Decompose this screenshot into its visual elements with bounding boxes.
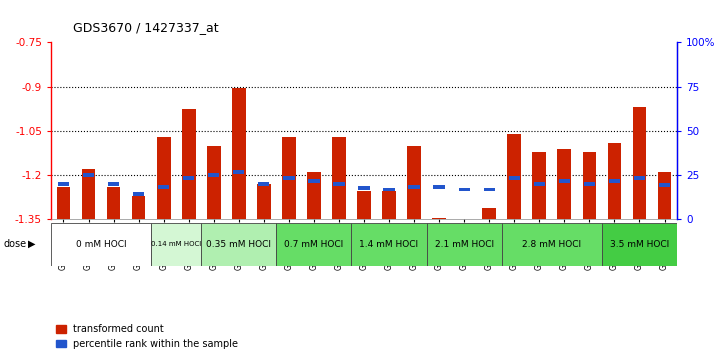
Text: 0.35 mM HOCl: 0.35 mM HOCl (206, 240, 272, 249)
Bar (201, 223, 277, 266)
Text: 0.7 mM HOCl: 0.7 mM HOCl (285, 240, 344, 249)
Bar (582, 152, 596, 219)
Bar (502, 223, 602, 266)
Bar (352, 223, 427, 266)
Bar (257, 184, 271, 219)
Bar (609, 179, 620, 183)
Bar (433, 185, 445, 188)
Bar (57, 187, 71, 219)
Bar (584, 182, 595, 185)
Bar (459, 188, 470, 192)
Bar (183, 176, 194, 179)
Bar (659, 183, 670, 187)
Bar (133, 192, 144, 196)
Bar (233, 170, 245, 174)
Bar (332, 137, 346, 219)
Bar (151, 223, 201, 266)
Bar (407, 146, 421, 219)
Bar (358, 187, 370, 190)
Bar (634, 176, 645, 179)
Bar (307, 172, 321, 219)
Bar (657, 172, 671, 219)
Bar (208, 173, 219, 177)
Bar (483, 188, 495, 192)
Text: 1.4 mM HOCl: 1.4 mM HOCl (360, 240, 419, 249)
Legend: transformed count, percentile rank within the sample: transformed count, percentile rank withi… (56, 324, 238, 349)
Bar (509, 176, 520, 179)
Text: ▶: ▶ (28, 239, 35, 249)
Bar (207, 146, 221, 219)
Text: GDS3670 / 1427337_at: GDS3670 / 1427337_at (73, 21, 218, 34)
Bar (157, 137, 170, 219)
Bar (258, 182, 269, 185)
Bar (277, 223, 352, 266)
Bar (432, 218, 446, 219)
Text: 2.1 mM HOCl: 2.1 mM HOCl (435, 240, 494, 249)
Bar (308, 179, 320, 183)
Bar (457, 219, 471, 222)
Bar (558, 149, 571, 219)
Bar (182, 109, 196, 219)
Bar (532, 152, 546, 219)
Text: 2.8 mM HOCl: 2.8 mM HOCl (522, 240, 582, 249)
Bar (283, 176, 295, 179)
Bar (82, 169, 95, 219)
Text: 0.14 mM HOCl: 0.14 mM HOCl (151, 241, 202, 247)
Bar (232, 88, 245, 219)
Bar (534, 182, 545, 185)
Bar (282, 137, 296, 219)
Bar (608, 143, 621, 219)
Bar (132, 196, 146, 219)
Bar (333, 182, 344, 185)
Bar (384, 188, 395, 192)
Text: 0 mM HOCl: 0 mM HOCl (76, 240, 127, 249)
Bar (108, 182, 119, 185)
Bar (633, 107, 646, 219)
Bar (507, 134, 521, 219)
Bar (382, 192, 396, 219)
Bar (408, 185, 420, 188)
Bar (558, 179, 570, 183)
Bar (483, 208, 496, 219)
Bar (357, 192, 371, 219)
Bar (427, 223, 502, 266)
Text: 3.5 mM HOCl: 3.5 mM HOCl (610, 240, 669, 249)
Bar (83, 173, 94, 177)
Bar (107, 187, 120, 219)
Text: dose: dose (4, 239, 27, 249)
Bar (58, 182, 69, 185)
Bar (158, 185, 170, 188)
Bar (602, 223, 677, 266)
Bar (51, 223, 151, 266)
